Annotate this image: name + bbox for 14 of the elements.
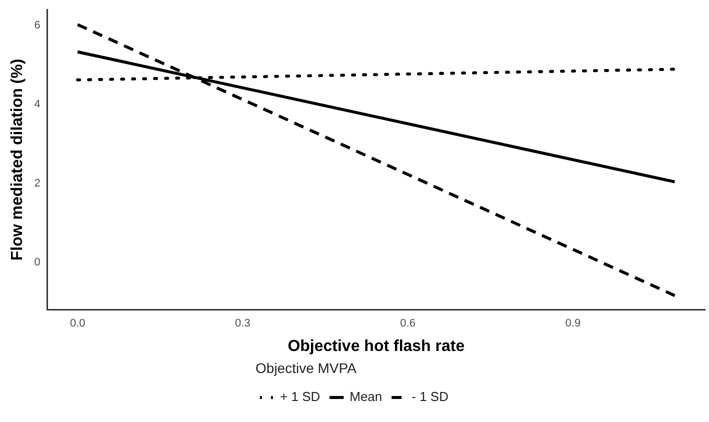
y-tick-label: 4: [34, 98, 40, 110]
y-tick-label: 2: [34, 177, 40, 190]
x-tick-label: 0.9: [565, 317, 581, 330]
x-tick-label: 0.0: [70, 317, 86, 330]
y-axis-title: Flow mediated dilation (%): [9, 58, 26, 261]
x-tick-label: 0.3: [235, 317, 250, 330]
y-tick-label: 0: [34, 256, 40, 268]
x-axis-title: Objective hot flash rate: [288, 338, 465, 356]
y-tick-label: 6: [34, 19, 40, 32]
legend-label: - 1 SD: [412, 389, 448, 404]
legend-title: Objective MVPA: [256, 360, 358, 376]
legend-label: + 1 SD: [280, 389, 320, 404]
x-tick-label: 0.6: [400, 317, 416, 330]
legend-label: Mean: [350, 389, 382, 404]
